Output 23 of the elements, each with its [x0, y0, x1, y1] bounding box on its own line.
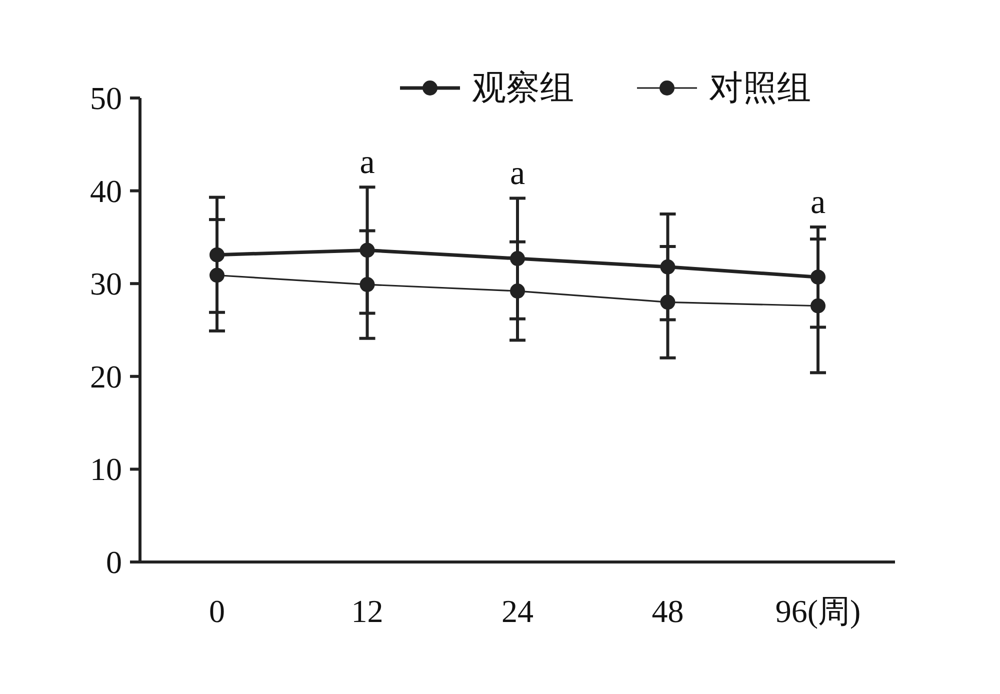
y-tick-label: 10	[90, 451, 122, 488]
legend-label: 对照组	[709, 70, 811, 107]
y-tick-label: 30	[90, 266, 122, 302]
x-tick-label: 12	[351, 593, 384, 629]
x-tick-label: 0	[209, 593, 225, 629]
y-tick-label: 50	[90, 80, 122, 116]
point	[510, 284, 525, 299]
y-tick-label: 40	[90, 172, 122, 209]
data-label: a	[810, 184, 826, 221]
x-tick-label: 48	[652, 593, 684, 629]
y-tick-label: 0	[106, 544, 122, 580]
x-tick-label: 24	[502, 593, 534, 629]
legend0: 观察组	[400, 70, 574, 107]
point	[210, 268, 224, 283]
y-tick-label: 20	[90, 358, 122, 394]
point	[810, 298, 826, 314]
data-label: a	[360, 144, 375, 182]
legend1: 对照组	[637, 70, 811, 107]
x-tick-label: 96(周)	[775, 593, 861, 629]
point	[660, 294, 676, 310]
legend-label: 观察组	[472, 70, 574, 107]
data-label: a	[510, 155, 526, 192]
point	[360, 277, 375, 292]
